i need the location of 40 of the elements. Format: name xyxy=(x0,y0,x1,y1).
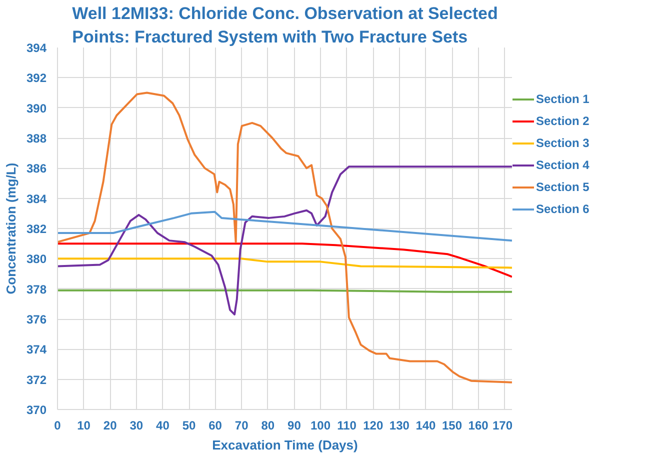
x-tick-label: 80 xyxy=(261,418,275,432)
y-axis-title: Concentration (mg/L) xyxy=(3,162,18,294)
y-tick-label: 382 xyxy=(26,222,47,236)
x-tick-label: 160 xyxy=(468,418,489,432)
y-tick-label: 384 xyxy=(26,192,47,206)
y-tick-label: 380 xyxy=(26,252,47,266)
legend-label: Section 5 xyxy=(536,180,590,194)
y-tick-label: 388 xyxy=(26,132,47,146)
y-tick-label: 392 xyxy=(26,71,47,86)
chart-title: Well 12MI33: Chloride Conc. Observation at Selected Points: Fractured System with Two Fracture Sets xyxy=(72,4,498,46)
x-tick-label: 90 xyxy=(288,418,302,432)
x-tick-label: 130 xyxy=(389,418,410,432)
x-tick-label: 150 xyxy=(442,418,462,432)
legend-label: Section 4 xyxy=(536,158,590,172)
y-tick-label: 376 xyxy=(26,312,47,326)
x-tick-label: 10 xyxy=(77,418,91,432)
legend-label: Section 6 xyxy=(536,202,590,216)
x-tick-label: 70 xyxy=(234,418,249,432)
x-tick-label: 120 xyxy=(363,418,384,432)
y-tick-label: 372 xyxy=(26,372,47,387)
legend-label: Section 2 xyxy=(536,114,590,128)
y-tick-label: 370 xyxy=(26,403,47,417)
y-tick-label: 390 xyxy=(26,101,47,116)
legend-label: Section 3 xyxy=(536,136,590,150)
x-tick-label: 0 xyxy=(54,418,62,432)
x-tick-label: 140 xyxy=(416,418,436,432)
x-tick-label: 50 xyxy=(182,418,196,432)
x-axis-title: Excavation Time (Days) xyxy=(212,438,358,452)
x-tick-label: 40 xyxy=(156,418,170,432)
y-tick-label: 378 xyxy=(26,282,47,296)
x-tick-label: 30 xyxy=(130,418,144,432)
y-tick-label: 374 xyxy=(26,342,47,357)
legend-label: Section 1 xyxy=(536,92,590,106)
y-tick-label: 386 xyxy=(26,162,47,176)
x-tick-label: 60 xyxy=(208,418,222,432)
y-tick-label: 394 xyxy=(26,41,47,55)
x-tick-label: 100 xyxy=(310,418,331,432)
x-tick-label: 170 xyxy=(492,418,513,432)
x-tick-label: 20 xyxy=(103,418,118,432)
x-tick-label: 110 xyxy=(337,418,357,432)
